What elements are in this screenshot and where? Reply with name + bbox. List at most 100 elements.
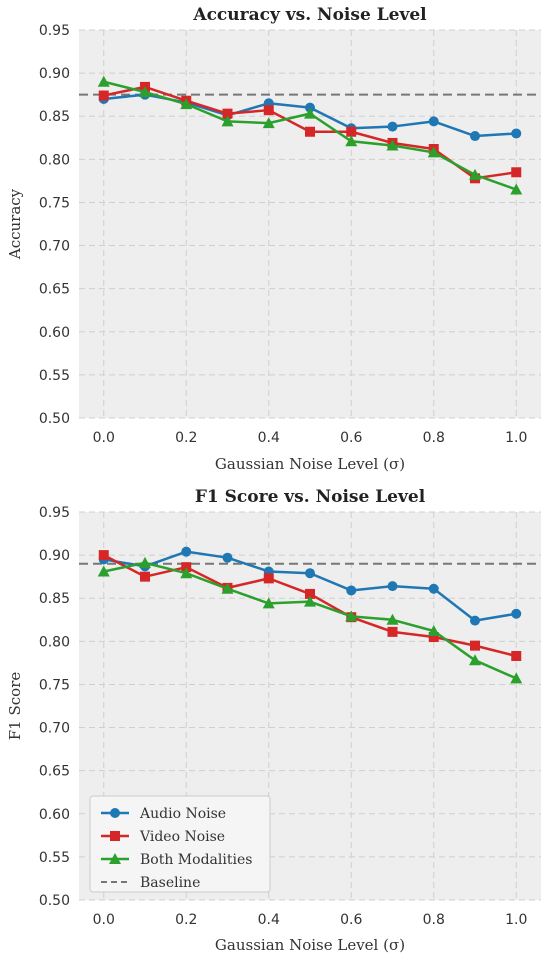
f1-both-modalities-point <box>304 595 316 607</box>
accuracy-both-modalities-point <box>221 115 234 127</box>
f1-both-modalities-point <box>386 613 399 625</box>
f1-audio-noise-point <box>511 608 522 619</box>
f1-y-tick-label: 0.65 <box>39 764 70 780</box>
accuracy-y-tick-label: 0.65 <box>39 282 70 298</box>
f1-chart-title: F1 Score vs. Noise Level <box>195 487 426 507</box>
f1-audio-noise-point <box>305 568 315 579</box>
f1-both-modalities-point <box>262 597 275 609</box>
accuracy-y-tick-label: 0.60 <box>39 325 70 341</box>
accuracy-video-noise-point <box>305 126 315 137</box>
accuracy-both-modalities-point <box>469 168 481 180</box>
f1-both-modalities-point <box>139 556 151 568</box>
accuracy-x-tick-label: 0.6 <box>340 430 362 446</box>
accuracy-audio-noise-point <box>387 121 398 132</box>
accuracy-plot-content: 0.50 0.55 0.60 0.65 0.70 0.75 0.80 0.85 0.90 0.95… <box>39 23 541 446</box>
legend-both-modalities-label: Both Modalities <box>140 852 252 868</box>
f1-video-noise-point <box>140 571 150 582</box>
accuracy-y-axis-label: Accuracy <box>6 188 24 260</box>
accuracy-audio-noise-point <box>428 116 439 127</box>
legend-video-noise-marker <box>110 831 120 841</box>
f1-both-modalities-point <box>469 654 481 666</box>
f1-x-tick-label: 0.2 <box>175 912 197 928</box>
f1-video-noise-point <box>511 650 522 661</box>
f1-audio-noise-point <box>222 552 233 563</box>
f1-y-tick-label: 0.70 <box>39 721 70 737</box>
f1-x-tick-label: 0.4 <box>258 912 280 928</box>
accuracy-y-tick-label: 0.70 <box>39 239 70 255</box>
f1-video-noise-point <box>305 588 315 599</box>
f1-video-noise-point <box>98 550 109 561</box>
accuracy-chart-title: Accuracy vs. Noise Level <box>192 5 427 25</box>
f1-y-tick-label: 0.80 <box>39 634 70 650</box>
f1-y-tick-label: 0.85 <box>39 591 70 607</box>
f1-audio-noise-point <box>387 581 398 592</box>
f1-both-modalities-point <box>345 610 358 622</box>
f1-x-tick-label: 1.0 <box>505 912 527 928</box>
accuracy-video-noise-point <box>511 167 522 178</box>
accuracy-audio-noise-point <box>470 131 480 142</box>
f1-y-axis-label: F1 Score <box>6 672 24 741</box>
accuracy-chart: Accuracy vs. Noise Level 0.50 0.55 0.60 0.6… <box>6 5 541 473</box>
accuracy-audio-noise-point <box>511 128 522 139</box>
accuracy-y-tick-label: 0.90 <box>39 66 70 82</box>
accuracy-both-modalities-point <box>180 98 193 110</box>
f1-y-tick-label: 0.95 <box>39 505 70 521</box>
f1-x-axis-label: Gaussian Noise Level (σ) <box>215 936 405 954</box>
accuracy-video-noise-point <box>98 90 109 101</box>
f1-audio-noise-point <box>181 546 192 557</box>
accuracy-y-tick-label: 0.55 <box>39 368 70 384</box>
f1-chart: F1 Score vs. Noise Level 0.50 0.55 0.60 0.6… <box>6 487 541 954</box>
f1-y-tick-label: 0.50 <box>39 893 70 909</box>
accuracy-y-tick-label: 0.85 <box>39 109 70 125</box>
f1-y-tick-label: 0.60 <box>39 807 70 823</box>
legend-baseline-label: Baseline <box>140 875 200 891</box>
f1-both-modalities-point <box>510 672 523 684</box>
accuracy-y-tick-label: 0.75 <box>39 195 70 211</box>
f1-video-noise-point <box>263 573 274 584</box>
accuracy-x-tick-label: 0.8 <box>423 430 445 446</box>
f1-audio-noise-point <box>428 583 439 594</box>
accuracy-both-modalities-point <box>510 183 523 195</box>
accuracy-x-tick-label: 0.0 <box>93 430 115 446</box>
legend: Audio Noise Video Noise Both Modalities Bas… <box>89 795 271 893</box>
f1-audio-noise-point <box>470 615 480 626</box>
f1-audio-noise-point <box>346 585 357 596</box>
accuracy-both-modalities-point <box>427 146 440 158</box>
f1-video-noise-point <box>428 632 439 643</box>
legend-both-modalities-marker <box>109 853 121 864</box>
accuracy-x-tick-label: 1.0 <box>505 430 527 446</box>
f1-x-tick-label: 0.8 <box>423 912 445 928</box>
accuracy-x-tick-label: 0.2 <box>175 430 197 446</box>
f1-y-tick-label: 0.75 <box>39 677 70 693</box>
accuracy-x-tick-label: 0.4 <box>258 430 280 446</box>
f1-y-tick-label: 0.55 <box>39 850 70 866</box>
accuracy-y-tick-label: 0.50 <box>39 411 70 427</box>
accuracy-video-noise-point <box>222 108 233 119</box>
legend-video-noise-label: Video Noise <box>139 829 225 845</box>
legend-audio-noise-label: Audio Noise <box>139 806 226 822</box>
f1-both-modalities-point <box>221 582 234 594</box>
accuracy-video-noise-point <box>346 126 357 137</box>
legend-audio-noise-marker <box>110 808 120 818</box>
accuracy-y-tick-label: 0.95 <box>39 23 70 39</box>
f1-both-modalities-point <box>427 624 440 636</box>
f1-x-tick-label: 0.6 <box>340 912 362 928</box>
accuracy-both-modalities-point <box>262 117 275 129</box>
f1-both-modalities-point <box>180 567 193 579</box>
accuracy-video-noise-point <box>263 105 274 116</box>
accuracy-both-modalities-point <box>97 75 110 87</box>
legend-box <box>89 795 271 893</box>
f1-x-tick-label: 0.0 <box>93 912 115 928</box>
accuracy-both-modalities-point <box>304 107 316 119</box>
f1-video-noise-point <box>470 640 480 651</box>
f1-both-modalities-point <box>97 565 110 577</box>
f1-plot-content: 0.50 0.55 0.60 0.65 0.70 0.75 0.80 0.85 0.90 0.95… <box>39 505 541 928</box>
accuracy-both-modalities-point <box>345 135 358 147</box>
f1-y-tick-label: 0.90 <box>39 548 70 564</box>
accuracy-audio-noise-point <box>305 102 315 113</box>
accuracy-y-tick-label: 0.80 <box>39 152 70 168</box>
accuracy-x-axis-label: Gaussian Noise Level (σ) <box>215 455 405 473</box>
accuracy-both-modalities-point <box>139 86 151 98</box>
accuracy-both-modalities-point <box>386 139 399 151</box>
